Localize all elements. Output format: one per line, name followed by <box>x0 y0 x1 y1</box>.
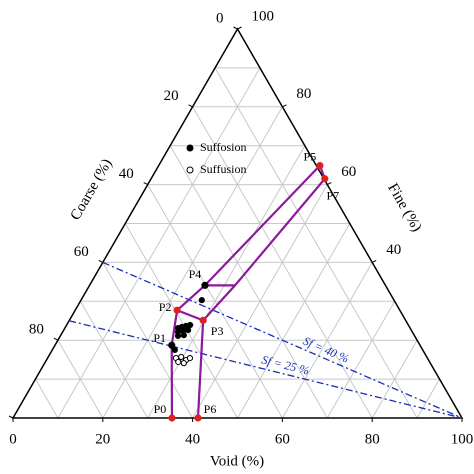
left-tick-label: 40 <box>119 166 134 182</box>
key-point-label: P1 <box>153 331 166 345</box>
right-tick <box>282 104 287 108</box>
data-point <box>186 354 194 362</box>
key-point <box>199 316 207 324</box>
grid-line <box>214 67 418 419</box>
key-point-label: P6 <box>204 402 217 416</box>
left-tick <box>53 337 59 341</box>
key-point-label: P0 <box>154 402 167 416</box>
key-point <box>201 281 209 289</box>
data-point <box>174 332 182 340</box>
data-point <box>171 346 178 354</box>
bottom-tick-label: 40 <box>185 431 200 447</box>
triangle-frame <box>11 27 464 419</box>
bottom-tick-label: 0 <box>9 431 17 447</box>
grid-line <box>237 223 351 419</box>
left-tick <box>233 26 238 30</box>
right-tick <box>371 259 377 263</box>
key-point <box>194 414 202 422</box>
bottom-tick-label: 80 <box>365 431 380 447</box>
grid-line <box>57 339 104 419</box>
grid-line <box>326 301 396 419</box>
left-tick-label: 20 <box>164 88 179 104</box>
right-tick <box>327 182 332 186</box>
right-tick-label: 80 <box>296 86 311 102</box>
grid-line <box>35 378 59 419</box>
legend-label: Suffusion <box>200 162 246 176</box>
grid-line <box>416 378 440 419</box>
left-tick-label: 80 <box>29 322 44 338</box>
data-point <box>180 360 187 367</box>
key-point-label: P2 <box>159 300 172 314</box>
key-point-label: P4 <box>189 267 202 281</box>
key-point-label: P3 <box>211 324 224 338</box>
left-axis-title: Coarse (%) <box>68 156 116 223</box>
data-point <box>180 332 187 339</box>
legend-label: Suffosion <box>200 140 246 154</box>
bottom-tick-label: 60 <box>275 431 290 447</box>
data-point <box>178 353 185 361</box>
grid-line <box>169 145 328 419</box>
key-point-label: P5 <box>304 149 317 163</box>
right-axis-title: Fine (%) <box>384 181 424 235</box>
grid-line <box>147 145 306 419</box>
data-point <box>187 321 194 329</box>
grid-line <box>124 223 238 419</box>
bottom-axis-title: Void (%) <box>210 453 264 469</box>
key-point <box>173 306 181 314</box>
right-tick-label: 40 <box>386 242 401 258</box>
key-point-label: P7 <box>326 189 339 203</box>
bottom-tick-label: 20 <box>95 431 110 447</box>
legend-marker <box>186 144 194 152</box>
grid-line <box>371 339 418 419</box>
left-tick <box>98 259 104 263</box>
legend-marker <box>186 166 194 174</box>
criterion-line <box>102 261 463 419</box>
left-tick-label: 0 <box>216 10 224 26</box>
left-tick <box>143 182 148 186</box>
left-tick <box>188 104 193 108</box>
grid-line <box>281 262 373 419</box>
right-tick-label: 60 <box>341 164 356 180</box>
left-tick-label: 60 <box>74 244 89 260</box>
key-point <box>168 341 176 349</box>
criterion-label: Sf = 25 % <box>260 352 310 377</box>
grid-line <box>57 67 261 419</box>
right-tick-label: 100 <box>252 8 275 24</box>
bottom-tick-label: 100 <box>451 431 474 447</box>
data-point <box>175 358 182 366</box>
left-tick <box>8 415 14 419</box>
boundary-line <box>176 309 204 322</box>
data-point <box>185 326 192 334</box>
key-point <box>321 175 329 183</box>
right-tick <box>237 26 242 30</box>
grid <box>35 67 440 419</box>
grid-line <box>79 301 149 419</box>
key-point <box>316 161 324 170</box>
data-point <box>198 297 205 304</box>
key-point <box>168 414 176 422</box>
